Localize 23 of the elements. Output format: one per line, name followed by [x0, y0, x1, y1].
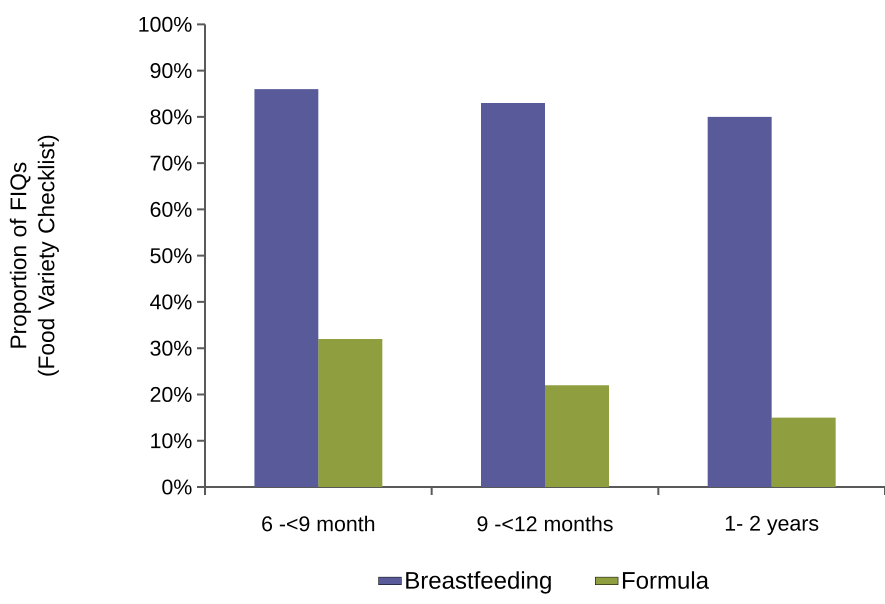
y-tick-label: 10%	[151, 433, 192, 448]
y-tick-label: 100%	[139, 16, 192, 32]
bar	[481, 102, 545, 488]
bar	[318, 338, 382, 488]
y-tick-label: 80%	[150, 109, 192, 124]
x-tick-label: 6 -<9 month	[262, 516, 374, 532]
legend-label: Breastfeeding	[406, 571, 551, 594]
y-axis-title: Proportion of FIQs (Food Variety Checklist)	[10, 136, 59, 376]
bar	[772, 418, 836, 488]
y-tick-label: 0%	[162, 479, 192, 495]
y-tick-label: 30%	[150, 340, 192, 356]
y-tick-label: 40%	[150, 294, 192, 310]
bar	[545, 385, 610, 488]
y-tick-label: 50%	[150, 248, 192, 264]
x-tick-label: 9 -<12 months	[478, 516, 613, 532]
y-tick-label: 90%	[150, 63, 192, 78]
legend-label: Formula	[622, 571, 710, 589]
y-tick-label: 70%	[150, 156, 192, 171]
y-tick-label: 60%	[150, 202, 192, 217]
bar	[254, 89, 318, 488]
x-tick-label: 1- 2 years	[726, 516, 818, 536]
y-tick-label: 20%	[150, 386, 192, 402]
bar	[708, 116, 772, 488]
